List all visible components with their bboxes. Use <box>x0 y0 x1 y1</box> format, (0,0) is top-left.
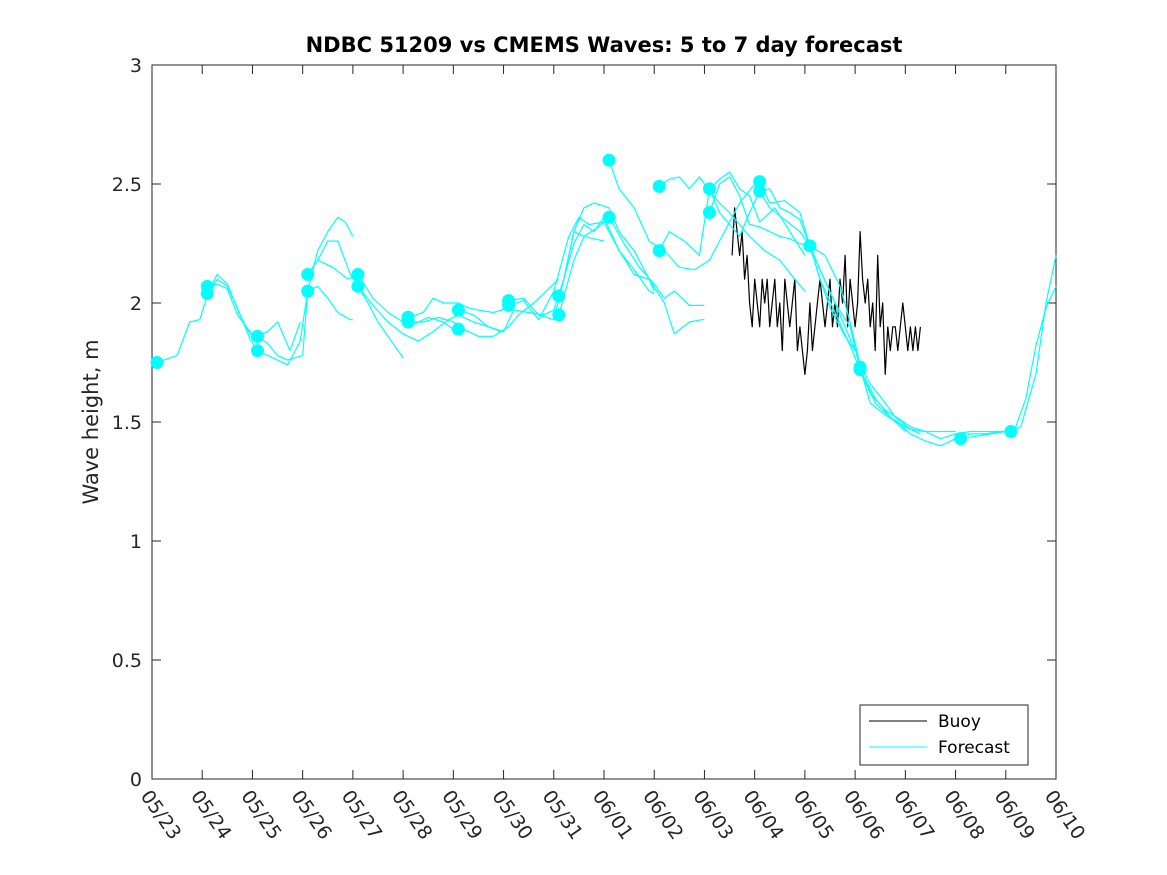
forecast-line-10 <box>408 278 560 337</box>
forecast-line-20 <box>708 176 856 351</box>
forecast-line-13 <box>508 216 655 321</box>
x-tick-label: 06/08 <box>939 786 988 843</box>
x-tick-label: 06/05 <box>789 786 838 843</box>
y-tick-label: 0.5 <box>112 650 142 672</box>
forecast-marker <box>602 210 616 224</box>
forecast-marker <box>702 182 716 196</box>
forecast-line-16 <box>608 160 756 271</box>
forecast-line-8 <box>357 285 502 342</box>
y-tick-label: 2.5 <box>112 174 142 196</box>
y-tick-label: 0 <box>130 769 142 791</box>
x-tick-label: 06/04 <box>739 786 788 843</box>
forecast-marker <box>702 206 716 220</box>
forecast-line-26 <box>960 286 1057 440</box>
chart-title: NDBC 51209 vs CMEMS Waves: 5 to 7 day fo… <box>306 33 903 57</box>
legend-label-forecast: Forecast <box>938 738 1010 758</box>
y-tick-label: 1 <box>130 531 142 553</box>
forecast-marker <box>753 184 767 198</box>
forecast-marker <box>954 432 968 446</box>
x-tick-label: 06/01 <box>588 786 637 843</box>
forecast-marker <box>401 315 415 329</box>
legend-box <box>859 704 1029 766</box>
y-axis-label: Wave height, m <box>79 339 103 504</box>
legend-label-buoy: Buoy <box>938 712 981 732</box>
x-tick-label: 05/23 <box>136 786 185 843</box>
forecast-marker <box>502 298 516 312</box>
forecast-marker <box>200 286 214 300</box>
forecast-marker <box>552 289 566 303</box>
forecast-line-24 <box>859 369 1011 440</box>
forecast-marker <box>301 267 315 281</box>
forecast-line-6 <box>307 216 354 292</box>
x-tick-label: 05/26 <box>287 786 336 843</box>
forecast-marker <box>853 363 867 377</box>
forecast-marker <box>301 284 315 298</box>
forecast-marker <box>602 153 616 167</box>
x-tick-label: 06/07 <box>889 786 938 843</box>
x-tick-label: 05/25 <box>236 786 285 843</box>
forecast-line-7 <box>307 259 454 330</box>
forecast-line-17 <box>658 176 806 292</box>
forecast-marker <box>351 279 365 293</box>
x-tick-label: 05/28 <box>387 786 436 843</box>
forecast-marker <box>652 179 666 193</box>
x-tick-label: 06/10 <box>1040 786 1089 843</box>
forecast-marker <box>150 356 164 369</box>
x-tick-label: 05/30 <box>487 786 536 843</box>
forecast-marker <box>1004 425 1018 439</box>
forecast-line-23 <box>809 245 956 433</box>
x-tick-label: 05/31 <box>538 786 587 843</box>
forecast-marker <box>451 303 465 317</box>
series-lines <box>156 160 1057 447</box>
x-tick-label: 05/27 <box>337 786 386 843</box>
x-tick-label: 06/03 <box>688 786 737 843</box>
y-tick-label: 1.5 <box>112 412 142 434</box>
forecast-line-12 <box>508 202 655 321</box>
x-tick-label: 05/24 <box>186 786 235 843</box>
forecast-line-9 <box>407 297 509 318</box>
series-markers <box>150 153 1018 446</box>
forecast-line-22 <box>759 190 921 435</box>
forecast-marker <box>552 308 566 322</box>
forecast-marker <box>351 267 365 281</box>
x-tick-label: 06/02 <box>638 786 687 843</box>
x-tick-label: 06/06 <box>839 786 888 843</box>
buoy-line <box>731 207 921 375</box>
forecast-line-14 <box>558 216 705 335</box>
forecast-marker <box>250 329 264 343</box>
forecast-line-15 <box>558 216 705 316</box>
forecast-marker <box>753 175 767 189</box>
forecast-line-11 <box>458 231 605 333</box>
y-tick-label: 2 <box>130 293 142 315</box>
y-tick-label: 3 <box>130 55 142 77</box>
forecast-marker <box>652 244 666 258</box>
forecast-marker <box>803 239 817 253</box>
forecast-marker <box>250 344 264 358</box>
axes-box <box>151 64 1057 780</box>
forecast-line-18 <box>658 171 806 256</box>
x-tick-label: 06/09 <box>990 786 1039 843</box>
forecast-marker <box>451 322 465 336</box>
legend: Buoy Forecast <box>859 704 1029 766</box>
x-tick-label: 05/29 <box>437 786 486 843</box>
